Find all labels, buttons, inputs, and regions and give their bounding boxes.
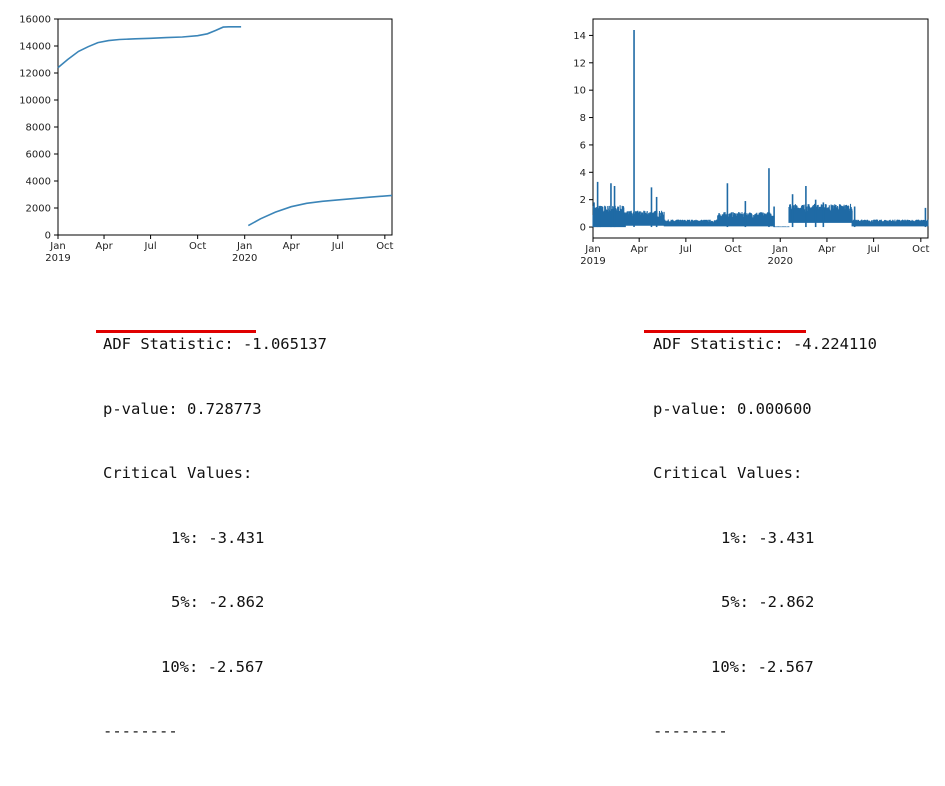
- p-value: p-value: 0.728773: [103, 399, 262, 418]
- adf-results-left: ADF Statistic: -1.065137 p-value: 0.7287…: [103, 291, 327, 786]
- series-band: [624, 210, 665, 226]
- critical-values-heading: Critical Values:: [653, 464, 803, 482]
- y-tick-label: 10: [573, 86, 586, 97]
- x-tick-label: Apr: [283, 241, 301, 252]
- x-tick-year-label: 2020: [768, 256, 793, 267]
- plot-frame: [57, 18, 393, 236]
- y-tick-label: 14000: [19, 42, 51, 53]
- x-tick-label: Apr: [95, 241, 113, 252]
- adf-statistic: ADF Statistic: -4.224110: [653, 335, 877, 353]
- y-tick-label: 8000: [26, 123, 51, 134]
- critical-value-1pct: 1%: -3.431: [171, 528, 265, 547]
- p-value-underline-left: [96, 330, 256, 333]
- series-line-segment-1: [57, 26, 242, 69]
- x-tick-label: Jan: [584, 244, 600, 255]
- y-tick-label: 2: [580, 195, 586, 206]
- y-tick-label: 0: [45, 231, 51, 242]
- y-tick-label: 2000: [26, 204, 51, 215]
- y-tick-label: 12000: [19, 69, 51, 80]
- y-tick-label: 14: [573, 31, 586, 42]
- x-tick-label: Jul: [867, 244, 880, 255]
- x-tick-label: Oct: [912, 244, 929, 255]
- series-band: [851, 219, 929, 227]
- x-tick-label: Jul: [144, 241, 157, 252]
- y-tick-label: 4: [580, 168, 586, 179]
- y-tick-label: 0: [580, 223, 586, 234]
- left-panel: 0 2000 4000 6000 8000 10000 12000 14000 16000 Jan…: [0, 0, 430, 741]
- critical-values-heading: Critical Values:: [103, 464, 253, 482]
- adf-results-right: ADF Statistic: -4.224110 p-value: 0.0006…: [653, 291, 877, 786]
- x-tick-label: Apr: [631, 244, 649, 255]
- x-tick-year-label: 2019: [580, 256, 605, 267]
- y-tick-label: 6000: [26, 150, 51, 161]
- series-band: [788, 203, 853, 223]
- y-tick-label: 8: [580, 113, 586, 124]
- x-tick-label: Oct: [376, 241, 393, 252]
- critical-value-10pct: 10%: -2.567: [161, 657, 264, 676]
- series-band: [773, 226, 790, 228]
- x-tick-label: Jul: [331, 241, 344, 252]
- y-tick-label: 10000: [19, 96, 51, 107]
- x-tick-year-label: 2019: [45, 253, 70, 264]
- separator: --------: [653, 722, 728, 740]
- y-tick-label: 12: [573, 58, 586, 69]
- right-panel: 0 2 4 6 8 10 12 14 Jan 2019 Apr Jul Oct Jan 2020 Apr Jul…: [540, 0, 945, 740]
- y-tick-label: 16000: [19, 15, 51, 26]
- adf-statistic: ADF Statistic: -1.065137: [103, 335, 327, 353]
- plot-frame: [592, 18, 929, 239]
- x-tick-label: Jan: [236, 241, 252, 252]
- cumulative-line-chart: 0 2000 4000 6000 8000 10000 12000 14000 16000 Jan…: [19, 15, 393, 265]
- y-tick-label: 4000: [26, 177, 51, 188]
- separator: --------: [103, 722, 178, 740]
- critical-value-5pct: 5%: -2.862: [721, 593, 815, 611]
- x-tick-label: Apr: [818, 244, 836, 255]
- x-tick-label: Jan: [772, 244, 788, 255]
- p-value: p-value: 0.000600: [653, 399, 812, 418]
- x-tick-label: Jul: [679, 244, 692, 255]
- x-tick-label: Oct: [189, 241, 206, 252]
- series-line-segment-2: [247, 194, 393, 227]
- x-tick-label: Oct: [724, 244, 741, 255]
- p-value-underline-right: [644, 330, 806, 333]
- critical-value-5pct: 5%: -2.862: [171, 593, 265, 611]
- x-tick-label: Jan: [49, 241, 65, 252]
- y-tick-label: 6: [580, 140, 586, 151]
- critical-value-10pct: 10%: -2.567: [711, 657, 814, 676]
- x-tick-year-label: 2020: [232, 253, 257, 264]
- series-band: [717, 212, 775, 226]
- critical-value-1pct: 1%: -3.431: [721, 528, 815, 547]
